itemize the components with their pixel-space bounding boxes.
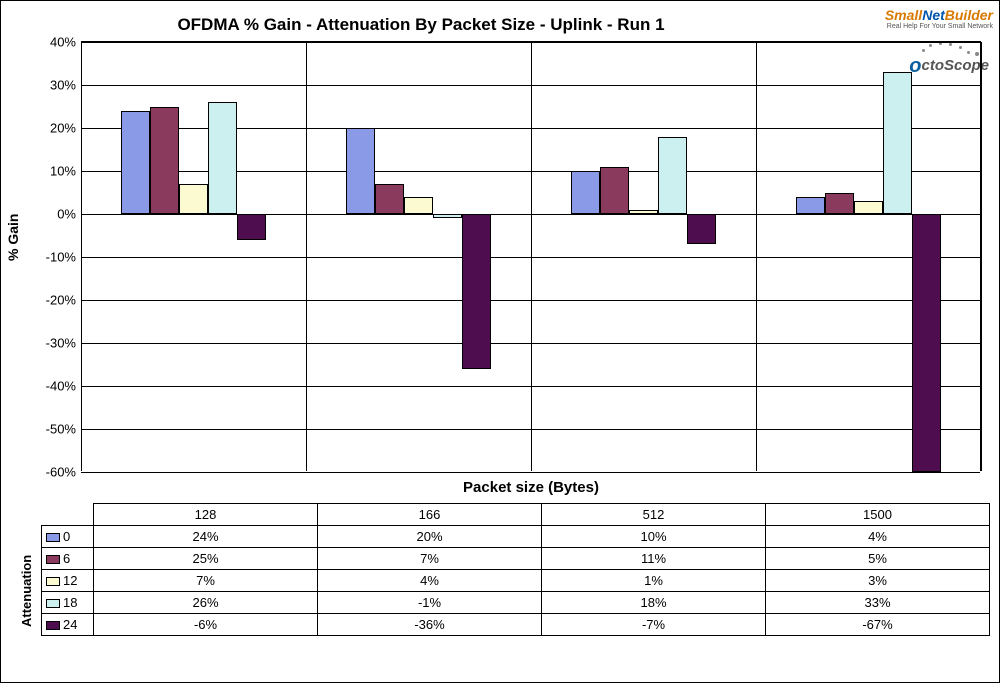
bar-166-atten-24 xyxy=(462,214,491,369)
y-tick-label: -10% xyxy=(31,250,76,265)
y-tick-label: 10% xyxy=(31,164,76,179)
bar-128-atten-6 xyxy=(150,107,179,215)
group-separator xyxy=(981,42,982,471)
bar-128-atten-24 xyxy=(237,214,266,240)
table-cell: 33% xyxy=(766,592,990,614)
table-col-header: 166 xyxy=(318,504,542,526)
y-tick-label: -40% xyxy=(31,379,76,394)
table-row: 24 -6%-36%-7%-67% xyxy=(42,614,990,636)
group-separator xyxy=(81,42,82,471)
bar-512-atten-12 xyxy=(629,210,658,214)
table-cell: 4% xyxy=(766,526,990,548)
table-cell: 5% xyxy=(766,548,990,570)
table-cell: -1% xyxy=(318,592,542,614)
table-cell: 18% xyxy=(542,592,766,614)
legend-swatch xyxy=(46,599,60,608)
legend-label: 6 xyxy=(63,551,70,566)
bar-128-atten-12 xyxy=(179,184,208,214)
table-row: 0 24%20%10%4% xyxy=(42,526,990,548)
table-cell: 10% xyxy=(542,526,766,548)
bar-166-atten-12 xyxy=(404,197,433,214)
y-tick-label: -50% xyxy=(31,422,76,437)
group-separator xyxy=(531,42,532,471)
table-col-header: 512 xyxy=(542,504,766,526)
table-row-header: 12 xyxy=(42,570,94,592)
y-tick-label: 30% xyxy=(31,78,76,93)
y-tick-label: -20% xyxy=(31,293,76,308)
y-tick-label: -60% xyxy=(31,465,76,480)
table-cell: 26% xyxy=(94,592,318,614)
y-tick-label: 20% xyxy=(31,121,76,136)
legend-swatch xyxy=(46,533,60,542)
table-cell: 4% xyxy=(318,570,542,592)
group-separator xyxy=(756,42,757,471)
bar-512-atten-18 xyxy=(658,137,687,214)
y-tick-label: 0% xyxy=(31,207,76,222)
logo1-part2: Net xyxy=(922,7,945,23)
plot-area: -60%-50%-40%-30%-20%-10%0%10%20%30%40% xyxy=(81,41,981,471)
table-cell: 24% xyxy=(94,526,318,548)
bar-512-atten-24 xyxy=(687,214,716,244)
bar-1500-atten-18 xyxy=(883,72,912,214)
chart-container: OFDMA % Gain - Attenuation By Packet Siz… xyxy=(0,0,1000,683)
bar-166-atten-0 xyxy=(346,128,375,214)
table-row-header: 24 xyxy=(42,614,94,636)
y-axis-label: % Gain xyxy=(5,214,21,261)
table-cell: 7% xyxy=(94,570,318,592)
gridline xyxy=(81,472,980,473)
logo1-part3: Builder xyxy=(945,7,993,23)
table-cell: -6% xyxy=(94,614,318,636)
table-cell: 25% xyxy=(94,548,318,570)
bar-128-atten-0 xyxy=(121,111,150,214)
y-tick-label: 40% xyxy=(31,35,76,50)
table-row: 18 26%-1%18%33% xyxy=(42,592,990,614)
chart-title: OFDMA % Gain - Attenuation By Packet Siz… xyxy=(1,15,841,35)
table-row: 12 7%4%1%3% xyxy=(42,570,990,592)
x-axis-label: Packet size (Bytes) xyxy=(81,479,981,496)
table-row-header: 6 xyxy=(42,548,94,570)
bar-512-atten-6 xyxy=(600,167,629,214)
y-tick-label: -30% xyxy=(31,336,76,351)
table-row: 6 25%7%11%5% xyxy=(42,548,990,570)
bar-1500-atten-12 xyxy=(854,201,883,214)
bar-166-atten-6 xyxy=(375,184,404,214)
legend-label: 0 xyxy=(63,529,70,544)
legend-label: 24 xyxy=(63,617,77,632)
legend-swatch xyxy=(46,621,60,630)
table-corner xyxy=(42,504,94,526)
table-cell: -36% xyxy=(318,614,542,636)
attenuation-label: Attenuation xyxy=(19,555,34,627)
logo1-tagline: Real Help For Your Small Network xyxy=(885,23,993,30)
bar-512-atten-0 xyxy=(571,171,600,214)
smallnetbuilder-logo: SmallNetBuilder Real Help For Your Small… xyxy=(885,7,993,30)
table-cell: 1% xyxy=(542,570,766,592)
table-col-header: 128 xyxy=(94,504,318,526)
table-cell: 7% xyxy=(318,548,542,570)
bar-1500-atten-6 xyxy=(825,193,854,215)
table-cell: 20% xyxy=(318,526,542,548)
logo1-part1: Small xyxy=(885,7,922,23)
bar-1500-atten-24 xyxy=(912,214,941,472)
data-table: 1281665121500024%20%10%4%625%7%11%5%127%… xyxy=(41,503,990,636)
table-cell: 3% xyxy=(766,570,990,592)
legend-label: 18 xyxy=(63,595,77,610)
table-row-header: 18 xyxy=(42,592,94,614)
legend-swatch xyxy=(46,577,60,586)
legend-swatch xyxy=(46,555,60,564)
group-separator xyxy=(306,42,307,471)
table-cell: -7% xyxy=(542,614,766,636)
table-cell: -67% xyxy=(766,614,990,636)
table-cell: 11% xyxy=(542,548,766,570)
table-col-header: 1500 xyxy=(766,504,990,526)
bar-166-atten-18 xyxy=(433,214,462,218)
bar-128-atten-18 xyxy=(208,102,237,214)
bar-1500-atten-0 xyxy=(796,197,825,214)
legend-label: 12 xyxy=(63,573,77,588)
table-row-header: 0 xyxy=(42,526,94,548)
